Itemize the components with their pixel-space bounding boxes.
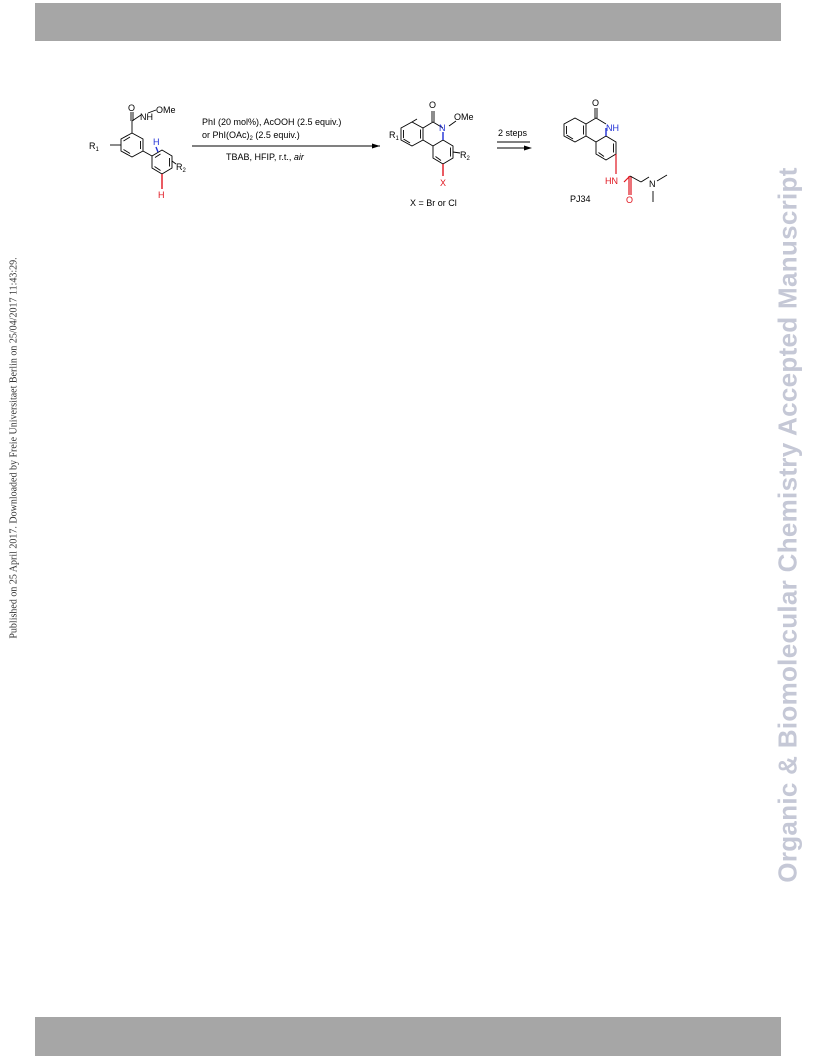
start-ch-bond-blue (155, 146, 159, 153)
header-bar (35, 3, 781, 41)
product-x-caption: X = Br or Cl (410, 198, 457, 208)
step2-label: 2 steps (498, 128, 528, 138)
start-molecule-bonds (110, 109, 177, 175)
reagent-line-2: or PhI(OAc)2 (2.5 equiv.) (202, 130, 300, 142)
start-r2-label: R2 (176, 162, 187, 174)
reagent-line-1: PhI (20 mol%), AcOOH (2.5 equiv.) (202, 117, 341, 127)
product-ome-label: OMe (454, 112, 474, 122)
start-oxygen-label: O (128, 103, 135, 113)
start-h-blue-label: H (153, 137, 160, 147)
target-amine-bonds (629, 174, 668, 202)
target-n-label: N (649, 179, 656, 189)
conditions-line: TBAB, HFIP, r.t., air (226, 152, 305, 162)
target-side-chain-red (615, 154, 632, 195)
product-x-label: X (440, 178, 446, 188)
target-oxygen-label: O (592, 98, 599, 108)
target-amide-oxygen-label: O (626, 195, 633, 205)
target-hn-label: HN (605, 176, 618, 186)
product-molecule-bonds (400, 111, 461, 165)
start-ome-label: OMe (156, 105, 176, 115)
product-oxygen-label: O (429, 100, 436, 110)
footer-bar (35, 1017, 781, 1056)
product-n-label: N (439, 123, 446, 133)
start-h-red-label: H (158, 190, 165, 200)
reaction-scheme: R1 O NH OMe H H R2 PhI (20 mol%), AcOOH … (89, 98, 668, 208)
target-molecule-bonds (563, 108, 617, 161)
start-nh-label: NH (140, 112, 153, 122)
start-r1-label: R1 (89, 141, 100, 153)
product-r1-label: R1 (389, 130, 400, 142)
target-name-label: PJ34 (570, 194, 591, 204)
product-r2-label: R2 (460, 150, 471, 162)
target-nh-label: NH (606, 123, 619, 133)
